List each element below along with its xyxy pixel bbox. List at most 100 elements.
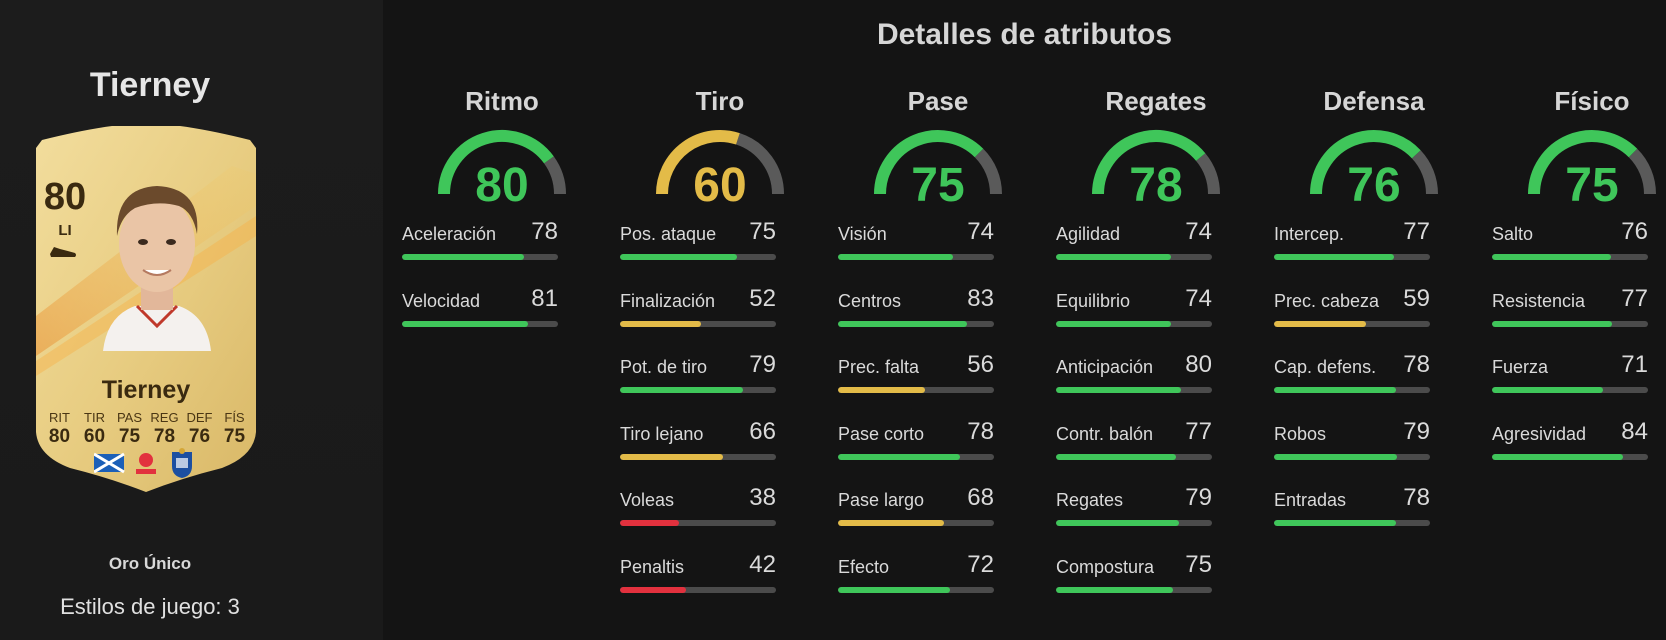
stat-row[interactable]: Fuerza 71 bbox=[1492, 351, 1666, 418]
stat-bar-fill bbox=[1056, 320, 1172, 327]
stat-label: Voleas bbox=[620, 490, 675, 510]
stat-row[interactable]: Penaltis 42 bbox=[620, 551, 820, 618]
stat-value: 74 bbox=[1185, 284, 1212, 312]
stat-bar-track bbox=[1274, 254, 1430, 260]
gauge-arc bbox=[1092, 130, 1220, 195]
stat-list: Agilidad 74 Equilibrio 74 Anticipación 80 Cont… bbox=[1056, 218, 1256, 617]
stat-row[interactable]: Intercep. 77 bbox=[1274, 218, 1474, 285]
category-rating: 75 bbox=[1565, 159, 1619, 212]
stat-bar-fill bbox=[838, 254, 954, 260]
card-stat-label: DEF bbox=[186, 410, 213, 425]
stat-bar-track bbox=[1492, 387, 1648, 393]
stat-bar-track bbox=[838, 453, 994, 460]
stat-row[interactable]: Pos. ataque 75 bbox=[620, 218, 820, 285]
stat-row[interactable]: Prec. cabeza 59 bbox=[1274, 285, 1474, 352]
stat-row[interactable]: Pot. de tiro 79 bbox=[620, 351, 820, 418]
stat-bar-fill bbox=[1056, 387, 1181, 393]
stat-bar-track bbox=[1056, 320, 1212, 327]
player-portrait bbox=[103, 186, 211, 351]
stat-label: Resistencia bbox=[1492, 290, 1586, 311]
stat-row[interactable]: Prec. falta 56 bbox=[838, 351, 1038, 418]
stat-label: Efecto bbox=[838, 556, 890, 577]
stat-row[interactable]: Tiro lejano 66 bbox=[620, 418, 820, 485]
gauge-arc bbox=[1310, 130, 1438, 195]
stat-row[interactable]: Regates 79 bbox=[1056, 484, 1256, 551]
stat-value: 80 bbox=[1185, 351, 1212, 378]
stat-row[interactable]: Visión 74 bbox=[838, 218, 1038, 285]
stat-value: 75 bbox=[749, 218, 776, 245]
stat-bar-track bbox=[402, 254, 558, 260]
gauge-track bbox=[974, 148, 1002, 195]
stat-row[interactable]: Pase corto 78 bbox=[838, 418, 1038, 485]
stat-bar-fill bbox=[1274, 520, 1396, 526]
playstyles-count[interactable]: Estilos de juego: 3 bbox=[60, 594, 240, 619]
gauge-fill bbox=[1310, 130, 1421, 195]
player-card[interactable]: 80 LI Tierney RIT 80 TIR 60 PAS 75 REG 78 DE… bbox=[22, 126, 270, 494]
stat-value: 84 bbox=[1621, 417, 1648, 445]
stat-row[interactable]: Resistencia 77 bbox=[1492, 285, 1666, 352]
stat-row[interactable]: Compostura 75 bbox=[1056, 551, 1256, 618]
card-stat-value: 60 bbox=[83, 426, 106, 447]
stat-row[interactable]: Finalización 52 bbox=[620, 285, 820, 352]
stat-label: Prec. falta bbox=[838, 357, 920, 377]
attribute-column: Pase 75 Visión 74 Centros 83 Prec. falta 56 Pase… bbox=[838, 84, 1038, 617]
stat-row[interactable]: Velocidad 81 bbox=[402, 285, 602, 352]
stat-row[interactable]: Centros 83 bbox=[838, 285, 1038, 352]
category-title: Pase bbox=[907, 86, 969, 116]
stat-bar-fill bbox=[1274, 320, 1367, 327]
card-stat: RIT 80 bbox=[42, 410, 77, 448]
category-gauge: 80 bbox=[437, 128, 567, 214]
stat-row[interactable]: Salto 76 bbox=[1492, 218, 1666, 285]
stat-value: 66 bbox=[749, 417, 776, 445]
stat-row[interactable]: Aceleración 78 bbox=[402, 218, 602, 285]
gauge-track bbox=[1411, 150, 1438, 195]
stat-label: Compostura bbox=[1056, 556, 1155, 577]
stat-label: Prec. cabeza bbox=[1274, 290, 1380, 311]
stat-row[interactable]: Efecto 72 bbox=[838, 551, 1038, 618]
stat-bar-track bbox=[838, 520, 994, 526]
category-rating: 80 bbox=[475, 159, 529, 212]
stat-label: Regates bbox=[1056, 490, 1124, 510]
stat-bar-track bbox=[1492, 453, 1648, 460]
stat-label: Anticipación bbox=[1056, 357, 1154, 377]
stat-value: 52 bbox=[749, 284, 776, 312]
stat-row[interactable]: Agresividad 84 bbox=[1492, 418, 1666, 485]
stat-bar-track bbox=[620, 453, 776, 460]
stat-row[interactable]: Pase largo 68 bbox=[838, 484, 1038, 551]
stat-bar-track bbox=[620, 320, 776, 327]
stat-label: Centros bbox=[838, 290, 902, 311]
card-stat: DEF 76 bbox=[182, 410, 217, 448]
attribute-column: Físico 75 Salto 76 Resistencia 77 Fuerza 71 Agre… bbox=[1492, 84, 1666, 484]
stat-bar-fill bbox=[1274, 387, 1396, 393]
stat-row[interactable]: Voleas 38 bbox=[620, 484, 820, 551]
stat-value: 81 bbox=[531, 284, 558, 312]
stat-value: 42 bbox=[749, 550, 776, 578]
gauge-arc bbox=[438, 130, 566, 195]
stat-label: Agresividad bbox=[1492, 423, 1587, 444]
stat-bar-fill bbox=[1492, 254, 1611, 260]
stat-row[interactable]: Robos 79 bbox=[1274, 418, 1474, 485]
card-stat-value: 80 bbox=[48, 426, 71, 447]
stat-row[interactable]: Agilidad 74 bbox=[1056, 218, 1256, 285]
gauge-track bbox=[543, 156, 566, 195]
stat-row[interactable]: Equilibrio 74 bbox=[1056, 285, 1256, 352]
card-rating: 80 bbox=[43, 176, 87, 218]
stat-row[interactable]: Anticipación 80 bbox=[1056, 351, 1256, 418]
stat-row[interactable]: Cap. defens. 78 bbox=[1274, 351, 1474, 418]
card-stat-value: 78 bbox=[153, 426, 176, 447]
stat-label: Agilidad bbox=[1056, 224, 1121, 244]
gauge-track bbox=[1195, 153, 1220, 195]
stat-bar-fill bbox=[1056, 254, 1172, 260]
card-stat: PAS 75 bbox=[112, 410, 147, 448]
stat-row[interactable]: Entradas 78 bbox=[1274, 484, 1474, 551]
stat-label: Penaltis bbox=[620, 556, 685, 577]
stat-value: 72 bbox=[967, 550, 994, 578]
stat-label: Robos bbox=[1274, 423, 1327, 444]
card-stats: RIT 80 TIR 60 PAS 75 REG 78 DEF 76 FÍS 75 bbox=[42, 410, 252, 448]
stat-bar-track bbox=[1056, 586, 1212, 593]
gauge-fill bbox=[1528, 130, 1638, 195]
stat-list: Intercep. 77 Prec. cabeza 59 Cap. defens. 78 R… bbox=[1274, 218, 1474, 551]
stat-row[interactable]: Contr. balón 77 bbox=[1056, 418, 1256, 485]
stat-bar-fill bbox=[1274, 453, 1398, 460]
stat-value: 83 bbox=[967, 284, 994, 312]
